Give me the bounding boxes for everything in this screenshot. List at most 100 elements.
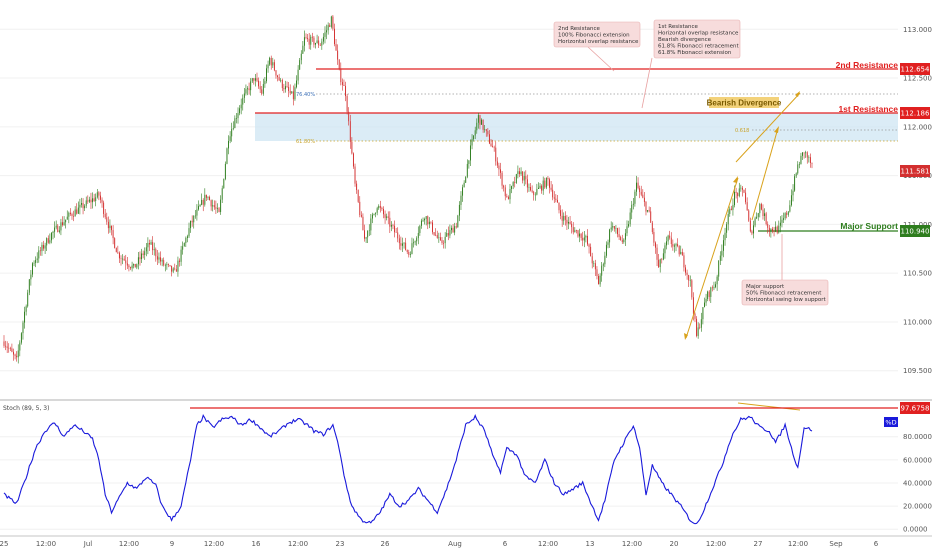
candle bbox=[555, 194, 557, 203]
candle bbox=[721, 244, 723, 261]
candle bbox=[574, 227, 576, 233]
candle bbox=[512, 181, 514, 190]
candle bbox=[335, 38, 337, 51]
candle bbox=[808, 155, 810, 163]
candle bbox=[689, 275, 691, 287]
candle bbox=[172, 267, 174, 274]
candle bbox=[433, 231, 435, 236]
candle bbox=[501, 170, 503, 190]
price-axis[interactable]: 109.500110.000110.500111.000111.500112.0… bbox=[903, 26, 932, 375]
candle bbox=[705, 293, 707, 306]
candle bbox=[580, 233, 582, 241]
candle bbox=[60, 218, 62, 236]
candle bbox=[296, 75, 297, 89]
candle bbox=[694, 312, 696, 322]
candle bbox=[487, 128, 489, 137]
impulse-arrow-head bbox=[733, 176, 738, 183]
price-tick-label: 112.000 bbox=[903, 123, 932, 131]
candle bbox=[8, 343, 10, 353]
candle bbox=[773, 226, 775, 237]
candle bbox=[700, 312, 702, 332]
candle bbox=[556, 194, 558, 203]
candle bbox=[729, 206, 731, 217]
candle bbox=[414, 240, 416, 246]
candle bbox=[291, 91, 293, 94]
candle bbox=[675, 242, 677, 252]
candle bbox=[664, 242, 666, 259]
candle bbox=[155, 247, 157, 262]
candle bbox=[120, 255, 122, 266]
candle bbox=[65, 219, 67, 229]
candle bbox=[66, 210, 68, 220]
candle bbox=[610, 221, 612, 233]
candle bbox=[362, 213, 364, 231]
candle bbox=[509, 184, 511, 204]
time-tick-label: 6 bbox=[503, 540, 508, 548]
candle bbox=[392, 223, 394, 230]
candle bbox=[204, 188, 206, 207]
candle bbox=[530, 183, 532, 192]
candle bbox=[84, 204, 86, 211]
candle bbox=[297, 65, 299, 85]
candle bbox=[239, 105, 241, 116]
candle bbox=[673, 243, 675, 253]
candle bbox=[704, 297, 705, 308]
candle bbox=[220, 195, 222, 215]
candle bbox=[182, 241, 184, 255]
candle bbox=[730, 205, 732, 211]
candle bbox=[144, 247, 146, 260]
price-tick-label: 113.000 bbox=[903, 26, 932, 34]
candle bbox=[438, 232, 440, 243]
impulse-line bbox=[685, 177, 739, 339]
candle bbox=[411, 237, 413, 255]
candle bbox=[152, 236, 154, 255]
divergence-line-2 bbox=[751, 127, 779, 221]
candle bbox=[202, 198, 204, 212]
candle bbox=[22, 320, 24, 340]
candle bbox=[493, 145, 495, 152]
candle bbox=[299, 58, 301, 70]
candle bbox=[164, 263, 166, 272]
candle bbox=[148, 239, 150, 251]
candle bbox=[69, 208, 71, 216]
candle bbox=[98, 191, 100, 201]
time-tick-label: 27 bbox=[754, 540, 763, 548]
candle bbox=[659, 258, 661, 273]
candle bbox=[315, 42, 316, 49]
candle bbox=[242, 94, 244, 111]
candle bbox=[188, 222, 190, 238]
time-tick-label: Aug bbox=[448, 540, 462, 548]
candle bbox=[326, 24, 328, 40]
time-tick-label: 16 bbox=[252, 540, 261, 548]
candle bbox=[6, 341, 8, 353]
candle bbox=[183, 242, 185, 247]
candle bbox=[406, 249, 408, 255]
candle bbox=[637, 177, 639, 190]
candle bbox=[443, 240, 445, 249]
candle bbox=[629, 208, 631, 227]
candle bbox=[691, 278, 693, 300]
candle bbox=[806, 151, 808, 164]
candle bbox=[394, 220, 396, 238]
candle bbox=[194, 209, 196, 219]
candle bbox=[126, 257, 128, 269]
candle bbox=[294, 83, 296, 101]
candle bbox=[90, 192, 92, 209]
candle bbox=[798, 161, 800, 169]
candle bbox=[425, 215, 427, 226]
stoch-axis[interactable]: 0.0000 20.0000 40.0000 60.0000 80.0000 bbox=[903, 433, 932, 534]
low-arrow-head bbox=[684, 333, 688, 340]
candle bbox=[345, 81, 347, 102]
candle bbox=[177, 256, 179, 277]
second-resistance-note-line-1: 2nd Resistance bbox=[558, 26, 600, 32]
candle bbox=[373, 213, 375, 216]
time-axis[interactable]: 25 12:00 Jul 12:00 9 12:00 16 12:00 23 26 Aug 6 12:0… bbox=[0, 540, 879, 548]
price-tick-label: 112.500 bbox=[903, 75, 932, 83]
candle bbox=[43, 240, 45, 251]
candle bbox=[685, 264, 686, 276]
candle bbox=[460, 191, 462, 211]
candle bbox=[681, 248, 683, 256]
candle bbox=[28, 278, 30, 296]
candle bbox=[190, 220, 192, 233]
